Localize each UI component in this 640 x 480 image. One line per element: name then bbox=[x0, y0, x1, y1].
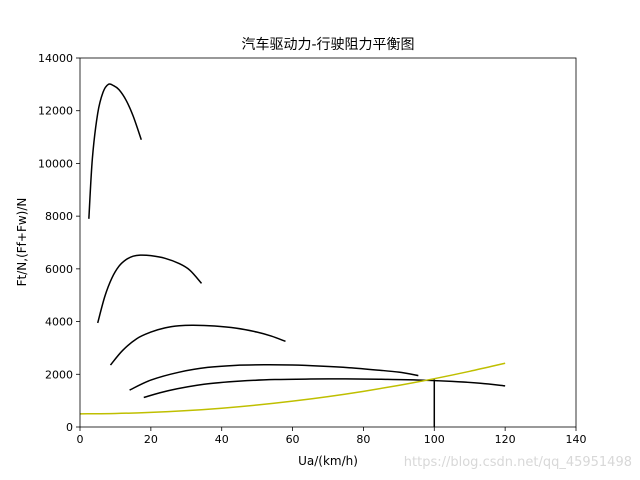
series-line-6 bbox=[79, 362, 506, 415]
y-axis-ticks: 0 2000 4000 6000 8000 10000 12000 14000 bbox=[38, 52, 80, 434]
plot-lines bbox=[79, 83, 506, 427]
x-tick-label-0: 0 bbox=[77, 433, 84, 446]
series-line-4 bbox=[129, 364, 419, 391]
y-tick-label-7: 14000 bbox=[38, 52, 73, 65]
x-tick-label-1: 20 bbox=[144, 433, 158, 446]
y-tick-label-5: 10000 bbox=[38, 157, 73, 170]
y-tick-label-2: 4000 bbox=[45, 316, 73, 329]
y-tick-label-3: 6000 bbox=[45, 263, 73, 276]
series-line-3 bbox=[109, 324, 286, 366]
y-tick-label-6: 12000 bbox=[38, 105, 73, 118]
y-tick-label-0: 0 bbox=[66, 421, 73, 434]
x-tick-label-4: 80 bbox=[356, 433, 370, 446]
chart-title: 汽车驱动力-行驶阻力平衡图 bbox=[241, 36, 414, 53]
y-tick-label-1: 2000 bbox=[45, 368, 73, 381]
x-tick-label-7: 140 bbox=[566, 433, 587, 446]
x-tick-label-2: 40 bbox=[215, 433, 229, 446]
x-tick-label-6: 120 bbox=[495, 433, 516, 446]
series-line-1 bbox=[88, 83, 142, 219]
watermark: https://blog.csdn.net/qq_45951498 bbox=[403, 455, 632, 470]
plot-frame bbox=[79, 57, 577, 428]
series-line-5 bbox=[143, 378, 506, 399]
x-tick-label-5: 100 bbox=[424, 433, 445, 446]
series-line-2 bbox=[96, 254, 203, 324]
x-axis-ticks: 0 20 40 60 80 100 120 140 bbox=[77, 427, 587, 446]
y-tick-label-4: 8000 bbox=[45, 210, 73, 223]
x-tick-label-3: 60 bbox=[286, 433, 300, 446]
x-axis-label: Ua/(km/h) bbox=[298, 454, 358, 468]
y-axis-label: Ft/N,(Ff+Fw)/N bbox=[15, 198, 29, 287]
